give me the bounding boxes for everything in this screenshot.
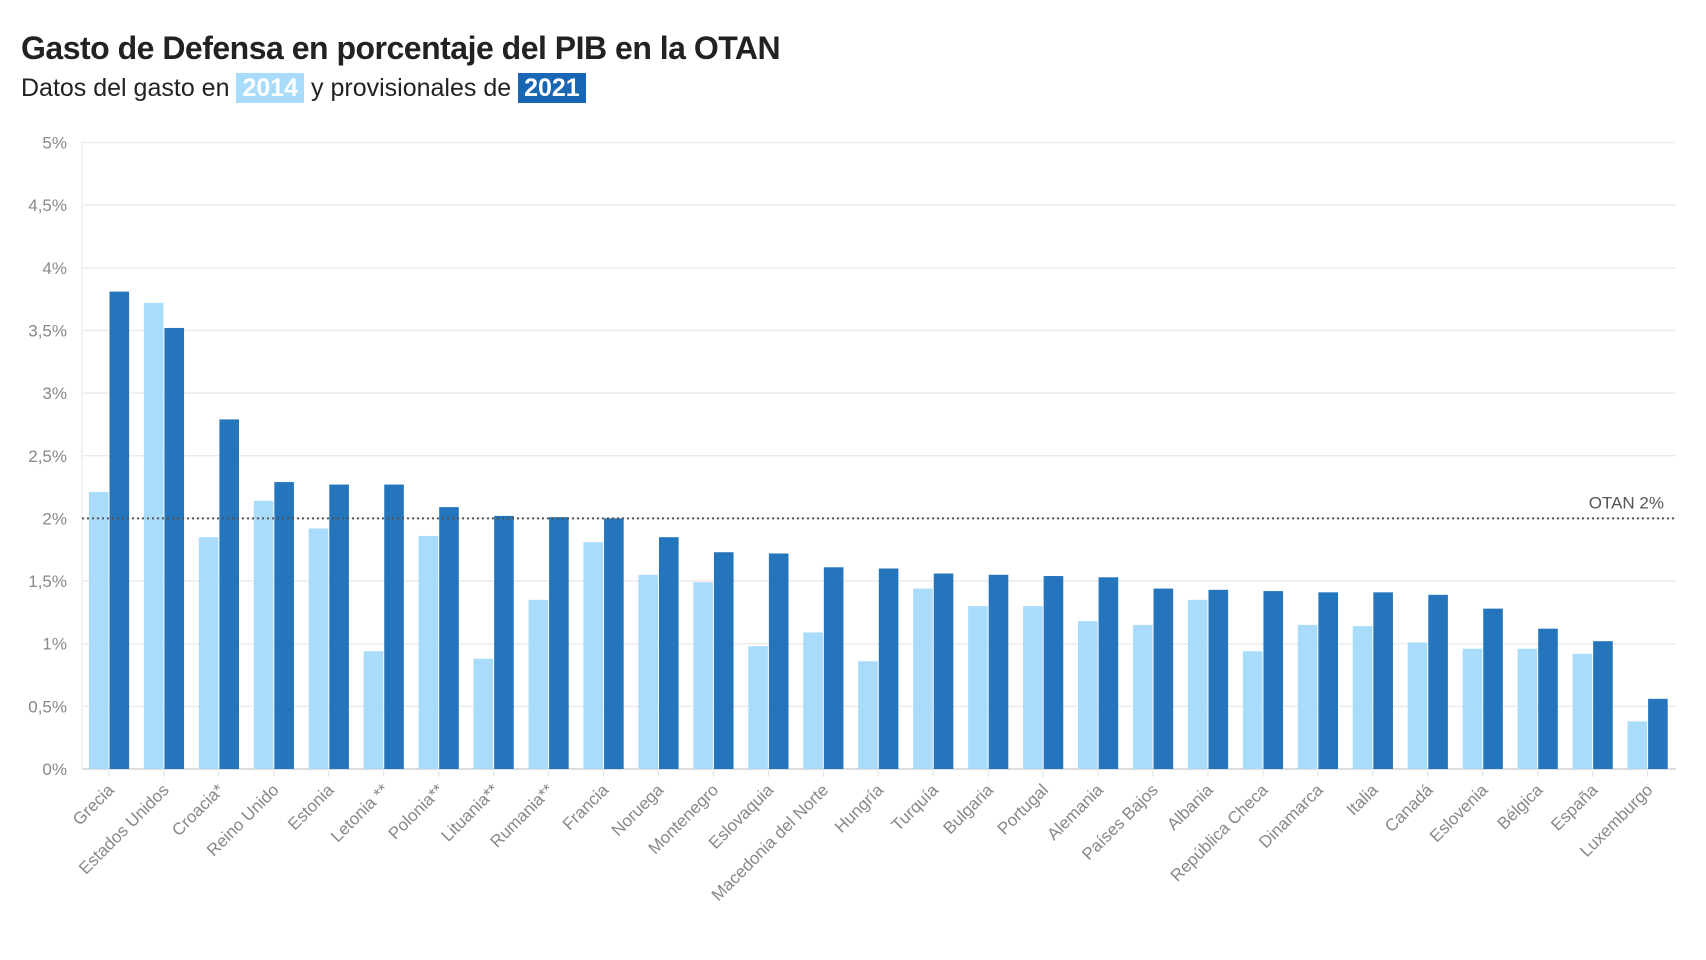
bar-2021 bbox=[604, 518, 624, 769]
bar-2021 bbox=[1043, 576, 1064, 769]
bar-2021 bbox=[219, 419, 239, 769]
bar-2021 bbox=[878, 568, 899, 769]
bar-2021 bbox=[109, 291, 130, 769]
bar-2014 bbox=[748, 646, 768, 769]
bar-2021 bbox=[1208, 589, 1229, 769]
x-tick-label: Estonia bbox=[284, 780, 338, 834]
x-tick-label: Albania bbox=[1163, 780, 1217, 834]
x-tick-label: Francia bbox=[559, 780, 613, 834]
x-tick-label: Bulgaria bbox=[939, 780, 997, 838]
bar-2014 bbox=[418, 535, 439, 769]
x-tick-label: Italia bbox=[1343, 780, 1382, 819]
bar-2021 bbox=[329, 484, 349, 769]
bar-2014 bbox=[1187, 599, 1208, 769]
y-tick-label: 0% bbox=[42, 760, 67, 779]
bar-2021 bbox=[549, 517, 569, 769]
bar-2014 bbox=[803, 632, 823, 769]
bar-2014 bbox=[858, 661, 878, 769]
x-tick-label: Turquía bbox=[888, 780, 943, 835]
bar-2014 bbox=[1627, 721, 1648, 769]
bar-2014 bbox=[1078, 621, 1098, 769]
bar-2014 bbox=[1297, 624, 1318, 769]
chart-subtitle: Datos del gasto en 2014 y provisionales … bbox=[21, 73, 586, 103]
bar-2021 bbox=[713, 552, 734, 769]
bar-2021 bbox=[1263, 591, 1284, 769]
bar-2021 bbox=[494, 515, 514, 769]
bar-2014 bbox=[88, 492, 109, 769]
y-tick-label: 3,5% bbox=[28, 321, 67, 340]
y-tick-label: 3% bbox=[42, 384, 67, 403]
bar-2014 bbox=[473, 658, 494, 769]
bar-2014 bbox=[693, 582, 713, 769]
bar-2021 bbox=[1593, 641, 1613, 769]
bar-2014 bbox=[1462, 648, 1483, 769]
bar-2014 bbox=[1352, 626, 1373, 769]
bar-2014 bbox=[363, 651, 384, 769]
x-tick-label: República Checa bbox=[1167, 780, 1272, 885]
x-tick-label: España bbox=[1547, 780, 1602, 835]
bar-2021 bbox=[659, 537, 679, 769]
y-tick-label: 0,5% bbox=[28, 697, 67, 716]
bar-2014 bbox=[638, 574, 658, 769]
bar-2014 bbox=[968, 606, 988, 769]
bar-2021 bbox=[1373, 592, 1393, 769]
bar-2014 bbox=[143, 302, 164, 769]
y-tick-label: 5% bbox=[42, 134, 67, 153]
bar-2021 bbox=[768, 553, 789, 769]
legend-2014: 2014 bbox=[236, 73, 305, 103]
bar-2014 bbox=[308, 528, 329, 769]
bar-2014 bbox=[1023, 606, 1043, 769]
y-tick-label: 1,5% bbox=[28, 572, 67, 591]
x-tick-label: Grecia bbox=[69, 780, 118, 829]
y-tick-label: 2,5% bbox=[28, 447, 67, 466]
y-tick-label: 2% bbox=[42, 509, 67, 528]
bar-2014 bbox=[528, 599, 549, 769]
bar-2021 bbox=[1538, 628, 1558, 769]
bar-2014 bbox=[1517, 648, 1538, 769]
bar-2014 bbox=[253, 500, 274, 769]
bar-2021 bbox=[439, 507, 459, 769]
bar-2021 bbox=[1428, 594, 1448, 769]
bar-2021 bbox=[988, 574, 1009, 769]
subtitle-text-2: y provisionales de bbox=[311, 74, 512, 102]
bar-2014 bbox=[1407, 642, 1428, 769]
bar-2014 bbox=[1242, 651, 1263, 769]
bar-2014 bbox=[198, 537, 219, 769]
x-tick-label: Canadá bbox=[1381, 780, 1437, 836]
bar-2021 bbox=[1648, 698, 1668, 769]
x-tick-label: Eslovenia bbox=[1426, 780, 1492, 846]
bar-2021 bbox=[164, 327, 185, 769]
bar-2021 bbox=[384, 484, 404, 769]
bar-2014 bbox=[1132, 624, 1153, 769]
x-tick-label: Letonia ** bbox=[327, 780, 393, 846]
bar-2014 bbox=[583, 542, 604, 769]
bar-2021 bbox=[1318, 592, 1338, 769]
bar-2014 bbox=[1572, 653, 1593, 769]
bar-2021 bbox=[1483, 608, 1503, 769]
y-tick-label: 4% bbox=[42, 259, 67, 278]
x-tick-label: Hungría bbox=[831, 780, 888, 837]
bar-2021 bbox=[274, 482, 294, 769]
bar-2021 bbox=[823, 567, 844, 769]
legend-2021: 2021 bbox=[518, 73, 586, 103]
y-tick-label: 4,5% bbox=[28, 196, 67, 215]
chart-title: Gasto de Defensa en porcentaje del PIB e… bbox=[21, 30, 781, 66]
bar-2021 bbox=[1153, 588, 1174, 769]
reference-line-label: OTAN 2% bbox=[1589, 493, 1664, 512]
y-tick-label: 1% bbox=[42, 635, 67, 654]
bar-2021 bbox=[1098, 577, 1119, 769]
bar-2021 bbox=[933, 573, 954, 769]
subtitle-text-1: Datos del gasto en bbox=[21, 74, 230, 102]
bar-2014 bbox=[913, 588, 933, 769]
x-tick-label: Bélgica bbox=[1494, 780, 1547, 833]
